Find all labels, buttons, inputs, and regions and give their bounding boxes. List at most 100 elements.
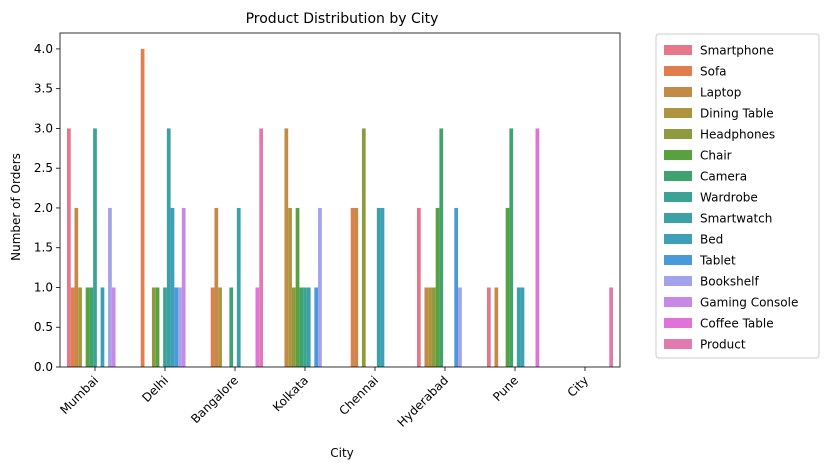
chart-title: Product Distribution by City — [246, 11, 439, 27]
bar-headphones-kolkata — [291, 287, 296, 367]
legend-swatch — [664, 87, 692, 97]
legend-label: Gaming Console — [700, 296, 798, 310]
x-tick-label-bangalore: Bangalore — [188, 373, 241, 426]
bar-bed-pune — [520, 287, 525, 367]
bar-chair-kolkata — [295, 207, 300, 367]
y-tick-label: 2.0 — [34, 201, 53, 215]
bar-smartwatch-chennai — [376, 207, 381, 367]
y-tick-label: 4.0 — [34, 42, 53, 56]
bar-chair-pune — [505, 207, 510, 367]
bar-gaming-console-delhi — [181, 207, 186, 367]
x-tick-label-chennai: Chennai — [336, 373, 381, 418]
x-tick-label-pune: Pune — [490, 373, 521, 404]
bar-bed-delhi — [170, 207, 175, 367]
legend-label: Product — [700, 338, 746, 352]
bar-tablet-kolkata — [314, 287, 319, 367]
bar-bookshelf-mumbai — [108, 207, 112, 367]
legend-swatch — [664, 255, 692, 265]
y-tick-label: 3.0 — [34, 121, 53, 135]
legend-label: Wardrobe — [700, 191, 758, 205]
bar-sofa-bangalore — [210, 287, 215, 367]
bar-smartwatch-kolkata — [306, 287, 311, 367]
bar-coffee-table-bangalore — [255, 287, 260, 367]
legend-swatch — [664, 234, 692, 244]
bar-tablet-hyderabad — [454, 207, 459, 367]
bar-camera-pune — [509, 128, 514, 367]
bar-smartwatch-delhi — [166, 128, 171, 367]
bars-layer — [67, 48, 613, 368]
bar-laptop-hyderabad — [424, 287, 429, 367]
bar-camera-mumbai — [89, 287, 94, 367]
bar-chair-delhi — [155, 287, 160, 367]
legend-frame — [655, 33, 820, 359]
y-tick-label: 0.5 — [34, 320, 53, 334]
legend-label: Tablet — [699, 254, 736, 268]
bar-wardrobe-mumbai — [93, 128, 97, 367]
legend-swatch — [664, 66, 692, 76]
x-tick-label-city: City — [565, 373, 592, 400]
legend-label: Bookshelf — [700, 275, 759, 289]
bar-laptop-chennai — [354, 207, 359, 367]
plot-frame — [59, 32, 621, 368]
bar-wardrobe-delhi — [163, 287, 167, 367]
x-tick-label-kolkata: Kolkata — [270, 373, 311, 414]
legend-swatch — [664, 297, 692, 307]
bar-bed-mumbai — [100, 287, 105, 367]
bar-dining-table-bangalore — [218, 287, 222, 367]
bar-smartphone-hyderabad — [417, 207, 421, 367]
y-tick-label: 2.5 — [34, 161, 53, 175]
legend: Smartphone Sofa Laptop Dining Table Headphon… — [655, 33, 820, 359]
bar-laptop-kolkata — [284, 128, 289, 367]
bar-dining-table-hyderabad — [428, 287, 432, 367]
legend-swatch — [664, 339, 692, 349]
y-tick-label: 3.5 — [34, 82, 53, 96]
bar-headphones-hyderabad — [431, 287, 436, 367]
bar-camera-hyderabad — [439, 128, 444, 367]
bar-smartphone-mumbai — [67, 128, 71, 367]
bar-coffee-table-pune — [535, 128, 540, 367]
legend-swatch — [664, 171, 692, 181]
legend-label: Headphones — [700, 128, 775, 142]
legend-label: Camera — [700, 170, 747, 184]
bar-smartwatch-pune — [516, 287, 521, 367]
bar-product-bangalore — [259, 128, 263, 367]
y-axis-title: Number of Orders — [9, 153, 23, 261]
legend-swatch — [664, 318, 692, 328]
y-tick-label: 1.5 — [34, 241, 53, 255]
x-tick-label-hyderabad: Hyderabad — [395, 373, 452, 430]
axes-layer: 0.0 0.5 1.0 1.5 2.0 2.5 3.0 3.5 4.0 Mumbai Delhi Ba… — [34, 32, 621, 430]
bar-bookshelf-hyderabad — [458, 287, 462, 367]
legend-swatch — [664, 45, 692, 55]
bar-tablet-delhi — [174, 287, 179, 367]
y-tick-label: 0.0 — [34, 360, 53, 374]
legend-label: Sofa — [700, 65, 727, 79]
bar-camera-kolkata — [299, 287, 304, 367]
legend-label: Smartwatch — [700, 212, 772, 226]
bar-laptop-mumbai — [74, 207, 79, 367]
bar-camera-bangalore — [229, 287, 234, 367]
legend-label: Chair — [700, 149, 732, 163]
bar-smartwatch-bangalore — [236, 207, 241, 367]
legend-label: Laptop — [700, 86, 741, 100]
bar-sofa-delhi — [140, 48, 145, 368]
bar-bookshelf-kolkata — [318, 207, 322, 367]
bar-wardrobe-kolkata — [303, 287, 307, 367]
legend-label: Coffee Table — [700, 317, 774, 331]
bar-gaming-console-mumbai — [111, 287, 116, 367]
y-tick-label: 1.0 — [34, 280, 53, 294]
legend-label: Bed — [700, 233, 723, 247]
bar-dining-table-mumbai — [78, 287, 82, 367]
legend-swatch — [664, 129, 692, 139]
bar-headphones-delhi — [151, 287, 156, 367]
legend-swatch — [664, 276, 692, 286]
bar-sofa-chennai — [350, 207, 355, 367]
legend-swatch — [664, 108, 692, 118]
legend-swatch — [664, 213, 692, 223]
bar-laptop-bangalore — [214, 207, 219, 367]
bar-dining-table-kolkata — [288, 207, 292, 367]
bar-headphones-chennai — [361, 128, 366, 367]
bar-sofa-mumbai — [70, 287, 75, 367]
bar-laptop-pune — [494, 287, 499, 367]
